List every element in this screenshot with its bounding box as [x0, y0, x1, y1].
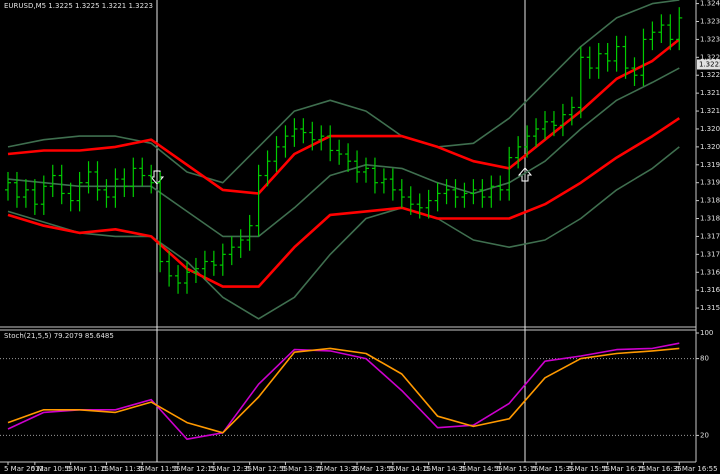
indicator-line [7, 146, 680, 320]
x-tick-label: 5 Mar 14:55 [460, 465, 502, 473]
x-tick-label: 5 Mar 16:15 [604, 465, 646, 473]
x-tick-label: 5 Mar 10:55 [31, 465, 73, 473]
y-tick-label: 80 [700, 355, 709, 363]
x-tick-label: 5 Mar 11:55 [138, 465, 180, 473]
last-price-box [697, 59, 720, 70]
buy-arrow [517, 167, 533, 182]
y-tick-label: 1.3200 [700, 143, 720, 151]
y-tick-label: 1.3225 [700, 53, 720, 61]
y-tick-label: 1.3230 [700, 35, 720, 43]
indicator-line [7, 38, 681, 195]
indicator-line [7, 117, 681, 288]
x-tick-label: 5 Mar 16:35 [639, 465, 681, 473]
x-tick-label: 5 Mar 13:55 [353, 465, 395, 473]
x-tick-label: 5 Mar 15:55 [568, 465, 610, 473]
y-tick-label: 1.3205 [700, 125, 720, 133]
x-tick-label: 5 Mar 13:15 [281, 465, 323, 473]
indicator-line [7, 342, 680, 440]
chart-title: EURUSD,M5 1.3225 1.3225 1.3221 1.3223 [4, 2, 153, 10]
y-tick-label: 1.3175 [700, 232, 720, 240]
last-price-label: 1.3223 [699, 60, 720, 68]
indicator-line [7, 0, 680, 184]
x-tick-label: 5 Mar 12:15 [174, 465, 216, 473]
y-tick-label: 1.3165 [700, 268, 720, 276]
x-tick-label: 5 Mar 15:15 [496, 465, 538, 473]
y-tick-label: 1.3220 [700, 71, 720, 79]
y-tick-label: 20 [700, 431, 709, 439]
x-tick-label: 5 Mar 15:35 [532, 465, 574, 473]
y-tick-label: 1.3155 [700, 304, 720, 312]
x-tick-label: 5 Mar 2012 [4, 465, 44, 473]
y-tick-label: 1.3235 [700, 17, 720, 25]
y-tick-label: 1.3240 [700, 0, 720, 8]
y-tick-label: 1.3195 [700, 161, 720, 169]
y-tick-label: 100 [700, 329, 713, 337]
y-tick-label: 1.3215 [700, 89, 720, 97]
y-tick-label: 1.3190 [700, 179, 720, 187]
x-tick-label: 5 Mar 11:15 [67, 465, 109, 473]
y-tick-label: 1.3170 [700, 250, 720, 258]
x-tick-label: 5 Mar 12:55 [246, 465, 288, 473]
x-tick-label: 5 Mar 14:35 [425, 465, 467, 473]
y-tick-label: 1.3180 [700, 215, 720, 223]
x-tick-label: 5 Mar 11:35 [102, 465, 144, 473]
indicator-title: Stoch(21,5,5) 79.2079 85.6485 [4, 332, 114, 340]
y-tick-label: 1.3160 [700, 286, 720, 294]
x-tick-label: 5 Mar 14:15 [389, 465, 431, 473]
y-tick-label: 1.3210 [700, 107, 720, 115]
x-tick-label: 5 Mar 16:55 [675, 465, 717, 473]
x-tick-label: 5 Mar 12:35 [210, 465, 252, 473]
indicator-line [7, 347, 680, 434]
x-tick-label: 5 Mar 13:35 [317, 465, 359, 473]
y-tick-label: 1.3185 [700, 197, 720, 205]
